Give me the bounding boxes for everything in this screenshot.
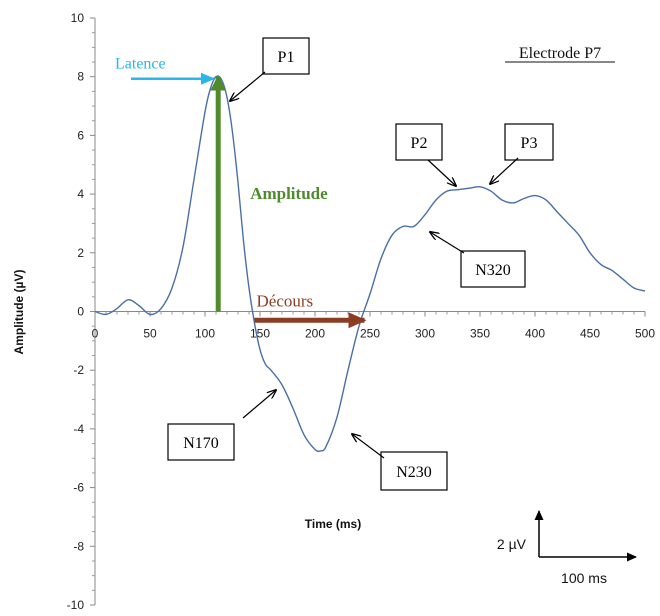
annotation-p1-pointer (230, 71, 266, 101)
annotation-n170-pointer (242, 390, 276, 419)
annotation-n170-label: N170 (183, 435, 219, 452)
x-tick-label: 500 (635, 327, 655, 341)
scale-bar-horizontal-label: 100 ms (561, 570, 607, 586)
annotation-p2: P2 (395, 123, 456, 186)
x-tick-label: 150 (250, 327, 270, 341)
annotation-p3-label: P3 (521, 135, 538, 152)
latence-label: Latence (115, 56, 166, 73)
annotation-n170: N170 (167, 390, 276, 461)
scale-bar: 2 µV 100 ms (497, 510, 637, 586)
x-axis-title: Time (ms) (305, 517, 361, 531)
y-tick-label: -6 (73, 481, 84, 495)
y-tick-label: -10 (67, 598, 85, 612)
y-tick-label: 6 (77, 128, 84, 142)
y-tick-label: -2 (73, 363, 84, 377)
y-tick-label: -8 (73, 539, 84, 553)
decours-label: Décours (257, 291, 314, 310)
y-tick-label: 0 (77, 305, 84, 319)
scale-bar-vertical-label: 2 µV (497, 536, 527, 552)
x-tick-label: 250 (360, 327, 380, 341)
chart-title-group: Electrode P7 (505, 45, 615, 63)
annotation-p1-label: P1 (278, 49, 295, 66)
chart-title: Electrode P7 (519, 45, 601, 62)
annotation-n230: N230 (352, 434, 448, 491)
x-tick-label: 300 (415, 327, 435, 341)
axes: -10 -8 -6 -4 -2 0 2 4 6 8 10 0 50 100 150 200 250 300 350… (67, 11, 656, 612)
annotation-n320-label: N320 (475, 262, 511, 279)
y-axis-title: Amplitude (µV) (12, 270, 26, 355)
y-tick-label: -4 (73, 422, 84, 436)
x-tick-label: 0 (92, 327, 99, 341)
erp-waveform-line (94, 75, 646, 453)
annotation-n230-pointer (352, 434, 385, 459)
x-tick-label: 200 (305, 327, 325, 341)
annotation-p3: P3 (490, 123, 554, 184)
x-tick-label: 100 (195, 327, 215, 341)
x-tick-label: 450 (580, 327, 600, 341)
y-tick-label: 8 (77, 70, 84, 84)
annotation-n230-label: N230 (396, 464, 432, 481)
annotation-p2-pointer (427, 159, 456, 186)
annotation-p2-label: P2 (411, 135, 428, 152)
amplitude-label: Amplitude (250, 184, 328, 203)
x-tick-label: 50 (143, 327, 157, 341)
annotation-p3-pointer (490, 157, 519, 184)
y-tick-label: 2 (77, 246, 84, 260)
y-tick-label: 4 (77, 187, 84, 201)
annotation-p1: P1 (230, 37, 310, 101)
x-tick-label: 350 (470, 327, 490, 341)
x-tick-label: 400 (525, 327, 545, 341)
y-tick-label: 10 (71, 11, 85, 25)
annotation-n320: N320 (430, 232, 526, 288)
annotation-n320-pointer (430, 232, 465, 254)
